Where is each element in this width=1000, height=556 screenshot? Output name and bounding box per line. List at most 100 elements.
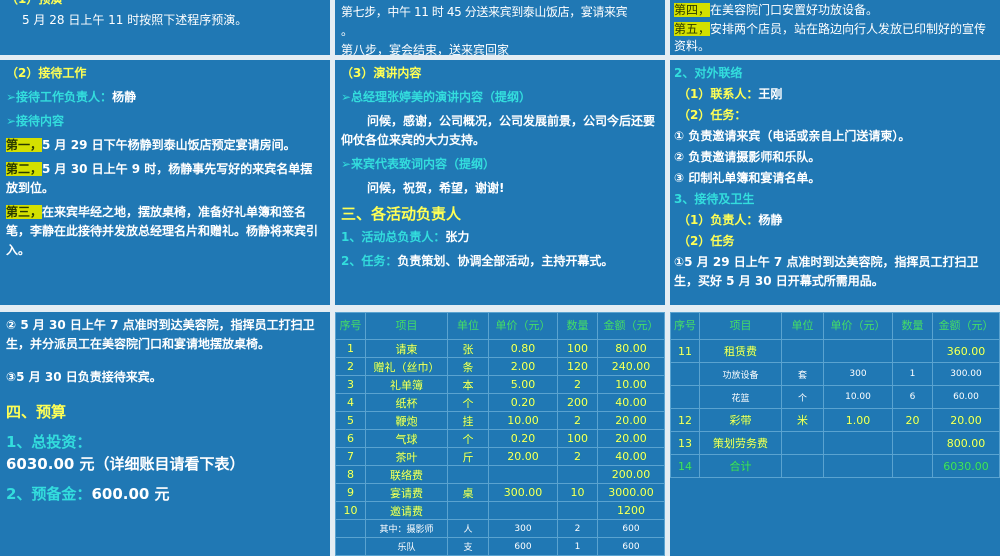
slide-preview-budget-table-1[interactable]: 序号 项目 单位 单价（元） 数量 金额（元） 1 请柬张 0.80 100 80.00 2 赠礼（丝巾… [335, 312, 665, 556]
table-cell: 2 [557, 519, 598, 538]
table-row: 8 联络费 200.00 [335, 465, 665, 484]
table-row: 10 邀请费 1200 [335, 501, 665, 520]
table-cell: 1200 [597, 501, 665, 520]
table-cell: 0.20 [488, 429, 558, 448]
table-row: 11 租赁费 360.00 [670, 339, 1000, 363]
task-item: ② 负责邀请摄影师和乐队。 [674, 150, 821, 164]
table-cell: 人 [447, 519, 489, 538]
table-cell: 4 [335, 393, 366, 412]
table-cell: 个 [447, 429, 489, 448]
section-heading: 三、各活动负责人 [341, 205, 462, 223]
table-cell: 彩带 [699, 408, 782, 432]
table-cell: 2.00 [488, 357, 558, 376]
contact-line: （1）联系人：王刚 [674, 85, 994, 104]
table-row: 13 策划劳务费 800.00 [670, 431, 1000, 455]
table-row: 12 彩带米 1.00 20 20.00 [670, 408, 1000, 432]
value: 负责策划、协调全部活动，主持开幕式。 [397, 254, 614, 268]
table-cell: 10.00 [488, 411, 558, 430]
column-header: 单位 [781, 312, 824, 340]
task-label: （2）任务： [678, 108, 747, 122]
speech-subheading: ➢总经理张婷美的演讲内容（提纲） [341, 90, 532, 104]
table-cell: 40.00 [597, 393, 665, 412]
table-row: 乐队支 600 1 600 [335, 537, 665, 556]
table-cell: 10 [335, 501, 366, 520]
table-cell: 14 [670, 454, 700, 478]
table-cell: 赠礼（丝巾） [365, 357, 448, 376]
slide-preview-speech[interactable]: （3）演讲内容 ➢总经理张婷美的演讲内容（提纲） 问候，感谢，公司概况，公司发展… [335, 60, 665, 305]
speech-text: 问候，祝贺，希望，谢谢! [367, 181, 505, 195]
highlight-label: 第三， [6, 205, 43, 219]
table-cell: 10.00 [823, 385, 893, 409]
table-cell: 40.00 [597, 447, 665, 466]
slide-text: 第七步，中午 11 时 45 分送来宾到泰山饭店，宴请来宾 [341, 5, 628, 19]
slide-text: 。 [341, 24, 354, 38]
table-header-row: 序号 项目 单位 单价（元） 数量 金额（元） [335, 312, 665, 340]
slide-preview-reception[interactable]: （2）接待工作 ➢接待工作负责人：杨静 ➢接待内容 第一，5 月 29 日下午杨… [0, 60, 330, 305]
table-cell [557, 465, 598, 484]
table-cell: 6030.00 [932, 454, 1000, 478]
label: ➢接待工作负责人： [6, 90, 113, 104]
table-cell: 9 [335, 483, 366, 502]
table-row: 其中：摄影师人 300 2 600 [335, 519, 665, 538]
table-cell: 80.00 [597, 339, 665, 358]
highlight-label: 第四， [674, 3, 711, 17]
label: 1、总投资： [6, 433, 92, 451]
table-cell: 20.00 [597, 429, 665, 448]
column-header: 单价（元） [488, 312, 558, 340]
table-cell: 13 [670, 431, 700, 455]
table-cell: 请柬 [365, 339, 448, 358]
table-cell: 300 [488, 519, 558, 538]
table-cell: 100 [557, 339, 598, 358]
slide-preview-liaison[interactable]: 2、对外联络 （1）联系人：王刚 （2）任务： ① 负责邀请来宾（电话或亲自上门… [670, 60, 1000, 305]
slide-preview-equipment[interactable]: 第四，在美容院门口安置好功放设备。 第五，安排两个店员，站在路边向行人发放已印制… [670, 0, 1000, 55]
table-cell [781, 454, 824, 478]
table-cell: 斤 [447, 447, 489, 466]
speech-subheading: ➢来宾代表致词内容（提纲） [341, 157, 496, 171]
label: （1）负责人： [678, 213, 759, 227]
table-cell: 12 [670, 408, 700, 432]
column-header: 序号 [335, 312, 366, 340]
budget-table: 序号 项目 单位 单价（元） 数量 金额（元） 1 请柬张 0.80 100 80.00 2 赠礼（丝巾… [335, 312, 665, 556]
table-cell [335, 519, 366, 538]
value: 6030.00 元（详细账目请看下表） [6, 455, 245, 473]
table-cell: 个 [781, 385, 824, 409]
column-header: 金额（元） [597, 312, 665, 340]
table-cell: 5.00 [488, 375, 558, 394]
table-cell [892, 431, 933, 455]
table-cell: 联络费 [365, 465, 448, 484]
column-header: 数量 [557, 312, 598, 340]
label: 2、任务： [341, 254, 398, 268]
column-header: 项目 [699, 312, 782, 340]
table-cell [823, 339, 893, 363]
table-cell: 合计 [699, 454, 782, 478]
section-heading: 3、接待及卫生 [674, 192, 755, 206]
slide-preview-steps[interactable]: 第七步，中午 11 时 45 分送来宾到泰山饭店，宴请来宾 。 第八步，宴会结束… [335, 0, 665, 55]
table-cell: 300.00 [932, 362, 1000, 386]
table-cell: 2 [335, 357, 366, 376]
lead-line: 1、活动总负责人：张力 [341, 228, 659, 247]
slide-text: 第四，在美容院门口安置好功放设备。 [674, 2, 996, 19]
table-cell: 240.00 [597, 357, 665, 376]
value: 600.00 元 [91, 485, 170, 503]
value: 王刚 [758, 87, 783, 101]
table-cell: 个 [447, 393, 489, 412]
table-cell: 600 [597, 537, 665, 556]
reception-item: 第三，在来宾毕经之地，摆放桌椅，准备好礼单簿和签名笔，李静在此接待并发放总经理名… [6, 203, 324, 260]
table-cell: 条 [447, 357, 489, 376]
task-item: ① 负责邀请来宾（电话或亲自上门送请柬）。 [674, 129, 911, 143]
table-cell [488, 501, 558, 520]
table-header-row: 序号 项目 单位 单价（元） 数量 金额（元） [670, 312, 1000, 340]
table-cell: 礼单簿 [365, 375, 448, 394]
table-cell: 6 [892, 385, 933, 409]
table-cell: 11 [670, 339, 700, 363]
table-cell: 2 [557, 375, 598, 394]
column-header: 项目 [365, 312, 448, 340]
table-cell: 5 [335, 411, 366, 430]
slide-preview-budget[interactable]: ② 5 月 30 日上午 7 点准时到达美容院，指挥员工打扫卫生，并分派员工在美… [0, 312, 330, 556]
slide-preview-budget-table-2[interactable]: 序号 项目 单位 单价（元） 数量 金额（元） 11 租赁费 360.00 功放设备套 300 1 30… [670, 312, 1000, 556]
slide-text: 5 月 28 日上午 11 时按照下述程序预演。 [22, 13, 248, 27]
task-item: ③ 印制礼单簿和宴请名单。 [674, 171, 821, 185]
slide-preview-rehearsal[interactable]: （1）预演 5 月 28 日上午 11 时按照下述程序预演。 [0, 0, 330, 55]
table-cell: 宴请费 [365, 483, 448, 502]
lead-line: （1）负责人：杨静 [674, 211, 994, 230]
